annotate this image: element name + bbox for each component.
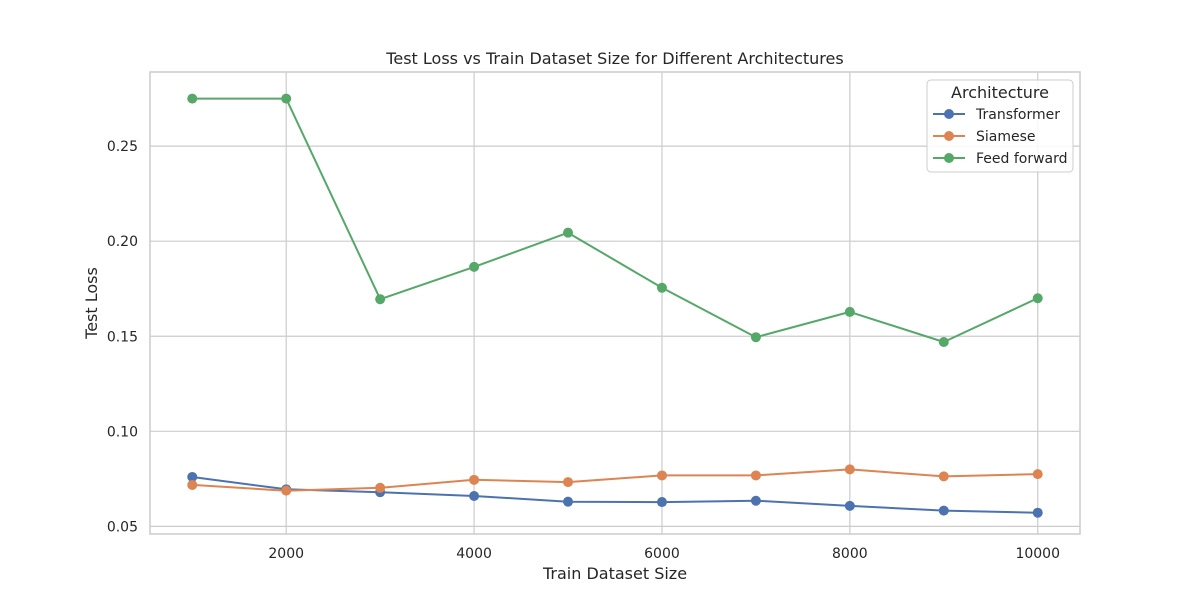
legend: Architecture Transformer Siamese Feed forw… xyxy=(926,79,1074,173)
data-point-siamese xyxy=(1032,469,1043,480)
series-transformer xyxy=(187,471,1043,518)
data-point-feed-forward xyxy=(187,93,198,104)
legend-label: Transformer xyxy=(975,107,1060,123)
data-point-siamese xyxy=(938,471,949,482)
legend-entry-siamese: Siamese xyxy=(933,129,1036,145)
data-point-siamese xyxy=(656,470,667,481)
x-tick-label: 6000 xyxy=(644,546,680,562)
x-axis-ticks: 2000 4000 6000 8000 10000 xyxy=(268,546,1060,562)
y-tick-label: 0.20 xyxy=(107,234,138,250)
legend-entry-feed-forward: Feed forward xyxy=(933,151,1068,167)
y-tick-label: 0.10 xyxy=(107,424,138,440)
data-point-siamese xyxy=(281,485,292,496)
y-tick-label: 0.15 xyxy=(107,329,138,345)
data-point-transformer xyxy=(938,505,949,516)
series-siamese xyxy=(187,464,1043,496)
x-tick-label: 4000 xyxy=(456,546,492,562)
y-axis-ticks: 0.05 0.10 0.15 0.20 0.25 xyxy=(107,139,138,535)
x-tick-label: 8000 xyxy=(832,546,868,562)
data-point-feed-forward xyxy=(844,306,855,317)
legend-swatch-marker xyxy=(944,131,954,141)
data-point-feed-forward xyxy=(375,294,386,305)
data-point-transformer xyxy=(469,490,480,501)
y-axis-label: Test Loss xyxy=(82,267,101,340)
data-point-siamese xyxy=(563,477,574,488)
legend-label: Feed forward xyxy=(976,151,1068,167)
data-point-transformer xyxy=(187,471,198,482)
data-point-siamese xyxy=(469,474,480,485)
data-point-feed-forward xyxy=(750,332,761,343)
series-line-siamese xyxy=(192,468,1038,492)
legend-entry-transformer: Transformer xyxy=(933,107,1060,123)
data-point-transformer xyxy=(844,500,855,511)
data-point-transformer xyxy=(750,495,761,506)
legend-box xyxy=(926,79,1074,173)
data-point-feed-forward xyxy=(281,93,292,104)
data-point-siamese xyxy=(750,470,761,481)
data-point-siamese xyxy=(844,464,855,475)
x-axis-label: Train Dataset Size xyxy=(542,564,687,583)
chart-title: Test Loss vs Train Dataset Size for Diff… xyxy=(385,49,843,68)
x-tick-label: 10000 xyxy=(1015,546,1060,562)
data-point-feed-forward xyxy=(656,282,667,293)
series-line-transformer xyxy=(192,476,1038,514)
data-point-transformer xyxy=(656,497,667,508)
y-tick-label: 0.25 xyxy=(107,139,138,155)
data-point-feed-forward xyxy=(563,227,574,238)
data-point-transformer xyxy=(1032,507,1043,518)
series-layer xyxy=(187,93,1043,518)
x-tick-label: 2000 xyxy=(268,546,304,562)
data-point-transformer xyxy=(563,496,574,507)
series-feed-forward xyxy=(187,93,1043,347)
data-point-feed-forward xyxy=(1032,293,1043,304)
data-point-siamese xyxy=(187,479,198,490)
plot-area-frame xyxy=(149,71,1081,535)
data-point-feed-forward xyxy=(469,261,480,272)
y-tick-label: 0.05 xyxy=(107,519,138,535)
data-point-feed-forward xyxy=(938,336,949,347)
legend-swatch-marker xyxy=(944,109,954,119)
series-line-feed-forward xyxy=(192,97,1039,343)
legend-swatch-marker xyxy=(944,153,954,163)
legend-entries: Transformer Siamese Feed forward xyxy=(933,107,1068,167)
legend-title: Architecture xyxy=(951,83,1049,102)
data-point-siamese xyxy=(375,482,386,493)
legend-label: Siamese xyxy=(976,129,1036,145)
